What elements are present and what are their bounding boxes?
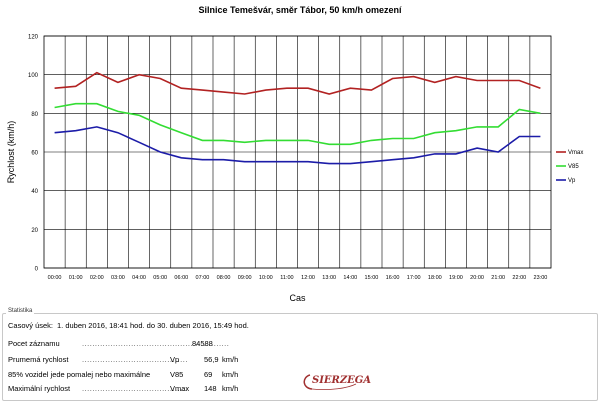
period-value: 1. duben 2016, 18:41 hod. do 30. duben 2… — [57, 321, 249, 330]
x-tick-label: 03:00 — [111, 275, 125, 281]
x-tick-label: 21:00 — [491, 275, 505, 281]
x-tick-label: 19:00 — [449, 275, 463, 281]
x-tick-label: 13:00 — [322, 275, 336, 281]
stat-label-count: Pocet záznamu — [8, 339, 60, 348]
sierzega-logo: SIERZEGA — [300, 372, 371, 392]
x-tick-label: 11:00 — [280, 275, 293, 281]
x-tick-labels: 00:00 01:00 02:00 03:00 04:00 05:00 06:00 07:00… — [48, 275, 548, 281]
period-label: Casový úsek: — [8, 321, 54, 330]
stat-unit-vmax: km/h — [222, 384, 239, 393]
x-tick-label: 06:00 — [174, 275, 188, 281]
x-tick-label: 07:00 — [196, 275, 210, 281]
x-tick-label: 01:00 — [69, 275, 83, 281]
statistics-legend: Statistika — [6, 308, 35, 314]
speed-chart: Silnice Temešvár, směr Tábor, 50 km/h om… — [6, 5, 583, 303]
chart-title: Silnice Temešvár, směr Tábor, 50 km/h om… — [199, 5, 402, 15]
stat-value-vp: 56,9 — [204, 355, 219, 364]
x-tick-label: 00:00 — [48, 275, 62, 281]
stat-label-vmax: Maximální rychlost — [8, 384, 71, 393]
y-tick-label: 80 — [31, 112, 38, 118]
x-tick-label: 12:00 — [301, 275, 315, 281]
x-tick-label: 20:00 — [470, 275, 484, 281]
x-tick-label: 08:00 — [217, 275, 231, 281]
x-tick-label: 02:00 — [90, 275, 104, 281]
logo-text: SIERZEGA — [312, 375, 372, 386]
legend: Vmax V85 Vp — [556, 150, 583, 184]
series-line-vmax — [54, 71, 541, 95]
y-tick-label: 120 — [28, 35, 39, 41]
stat-dots: ........................................… — [82, 384, 188, 393]
x-tick-label: 16:00 — [386, 275, 400, 281]
y-tick-label: 60 — [31, 151, 38, 157]
y-tick-label: 40 — [31, 189, 38, 195]
stat-symbol-vp: Vp — [170, 355, 180, 364]
grid-lines — [44, 35, 551, 269]
stat-unit-v85: km/h — [222, 370, 239, 379]
legend-label-vmax: Vmax — [568, 150, 583, 156]
x-tick-label: 22:00 — [512, 275, 526, 281]
x-tick-label: 04:00 — [132, 275, 146, 281]
x-tick-label: 09:00 — [238, 275, 252, 281]
y-axis-label: Rychlost (km/h) — [6, 121, 16, 184]
y-tick-label: 0 — [35, 267, 39, 273]
series-lines — [54, 71, 541, 165]
series-line-v85 — [54, 102, 541, 146]
stat-dots: ........................................… — [82, 339, 230, 348]
x-tick-label: 14:00 — [343, 275, 357, 281]
x-tick-label: 23:00 — [534, 275, 548, 281]
y-tick-label: 20 — [31, 228, 38, 234]
logo-swoosh-icon — [303, 374, 357, 391]
stat-label-v85: 85% vozidel jede pomalej nebo maximálne — [8, 370, 151, 379]
x-tick-label: 10:00 — [259, 275, 273, 281]
series-line-vp — [54, 126, 541, 165]
x-tick-label: 05:00 — [153, 275, 167, 281]
stat-value-v85: 69 — [204, 370, 213, 379]
stat-dots: ........................................… — [82, 355, 188, 364]
x-axis-label: Cas — [289, 293, 306, 303]
stat-symbol-vmax: Vmax — [170, 384, 190, 393]
x-tick-label: 15:00 — [365, 275, 379, 281]
stat-value-vmax: 148 — [204, 384, 217, 393]
stat-unit-vp: km/h — [222, 355, 239, 364]
x-tick-label: 17:00 — [407, 275, 421, 281]
y-tick-label: 100 — [28, 73, 39, 79]
stat-symbol-v85: V85 — [170, 370, 184, 379]
y-tick-labels: 0 20 40 60 80 100 120 — [28, 35, 39, 273]
x-tick-label: 18:00 — [428, 275, 442, 281]
stat-value-count: 84588 — [192, 339, 213, 348]
legend-label-v85: V85 — [568, 164, 579, 170]
legend-label-vp: Vp — [568, 178, 576, 184]
stat-label-vp: Prumemá rychlost — [8, 355, 69, 364]
